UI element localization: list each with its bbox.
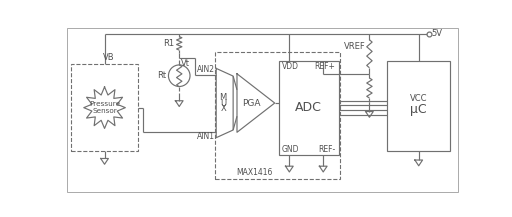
Text: GND: GND (282, 145, 299, 154)
Text: 5V: 5V (432, 29, 443, 38)
Text: REF+: REF+ (315, 62, 335, 71)
Text: Pressure: Pressure (89, 101, 120, 107)
Text: M: M (220, 93, 227, 102)
Text: Sensor: Sensor (92, 108, 117, 114)
Text: VREF: VREF (344, 42, 366, 51)
Text: U: U (220, 99, 226, 108)
Bar (215, 52, 340, 179)
Text: VB: VB (103, 53, 115, 62)
Text: MAX1416: MAX1416 (236, 168, 272, 177)
Text: ADC: ADC (295, 101, 322, 114)
Bar (279, 61, 338, 155)
Text: Rt: Rt (157, 71, 166, 80)
Text: AIN2: AIN2 (197, 65, 215, 74)
Text: Vt: Vt (181, 59, 190, 68)
Text: μC: μC (411, 103, 427, 116)
Text: REF-: REF- (318, 145, 335, 154)
Text: X: X (220, 104, 226, 113)
Text: PGA: PGA (242, 99, 261, 108)
Text: VDD: VDD (282, 62, 298, 71)
Bar (72, 64, 138, 151)
Text: R1: R1 (163, 39, 175, 48)
Bar (387, 61, 450, 151)
Text: AIN1: AIN1 (197, 132, 215, 141)
Text: VCC: VCC (410, 94, 428, 103)
